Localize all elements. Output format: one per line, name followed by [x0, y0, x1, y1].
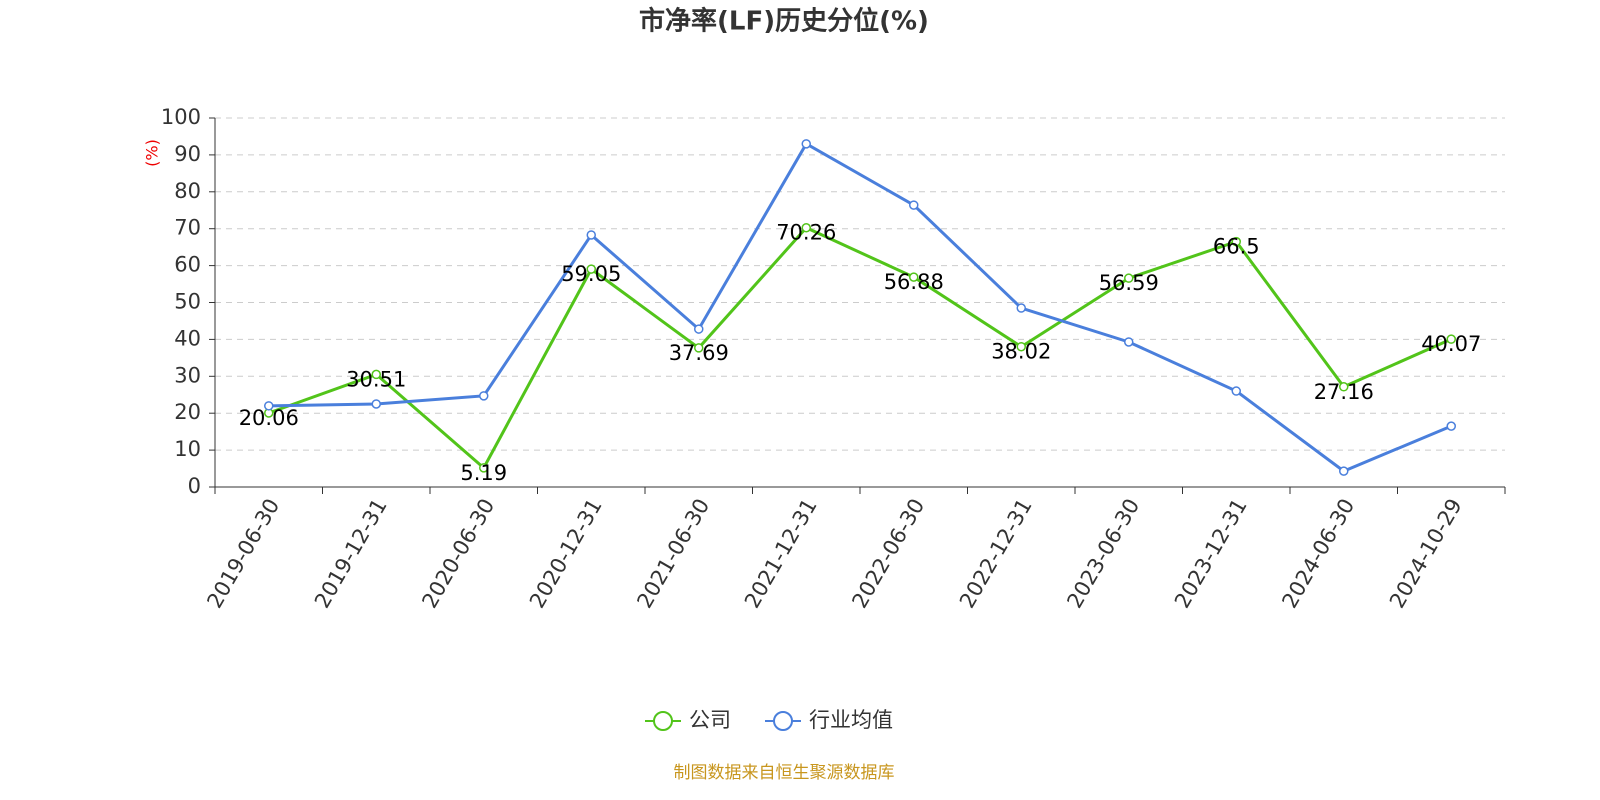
data-point [1016, 341, 1026, 352]
data-point [264, 401, 274, 411]
y-tick-label: 50 [174, 290, 201, 314]
data-label: 56.59 [1099, 271, 1159, 295]
y-tick-label: 20 [174, 400, 201, 424]
data-point [479, 463, 489, 473]
x-tick-label: 2023-06-30 [1062, 495, 1144, 613]
y-tick-label: 60 [174, 253, 201, 277]
data-label: 70.26 [776, 221, 836, 245]
data-point [1124, 337, 1134, 347]
data-point [586, 230, 596, 240]
x-tick-label: 2019-12-31 [310, 495, 392, 613]
data-point [1231, 236, 1241, 247]
data-label: 30.51 [346, 367, 406, 391]
y-tick-label: 40 [174, 326, 201, 350]
legend-label[interactable]: 行业均值 [809, 708, 893, 732]
data-point [371, 399, 381, 409]
y-tick-label: 70 [174, 216, 201, 240]
y-tick-label: 0 [188, 474, 201, 498]
legend-marker[interactable] [773, 711, 793, 731]
x-tick-label: 2024-06-30 [1277, 495, 1359, 613]
data-point [1339, 382, 1349, 392]
legend-marker[interactable] [653, 711, 673, 731]
data-label: 37.69 [669, 341, 729, 365]
data-label: 38.02 [991, 340, 1051, 364]
data-point [909, 200, 919, 210]
data-point [801, 139, 811, 149]
x-tick-label: 2020-12-31 [525, 495, 607, 613]
chart-title: 市净率(LF)历史分位(%) [639, 6, 929, 37]
data-point [909, 272, 919, 282]
data-point [694, 324, 704, 334]
data-label: 40.07 [1421, 332, 1481, 356]
x-tick-label: 2024-10-29 [1385, 495, 1467, 613]
x-tick-label: 2021-12-31 [740, 495, 822, 613]
data-point [694, 343, 704, 353]
x-tick-label: 2021-06-30 [632, 495, 714, 613]
y-axis-label: (%) [143, 139, 162, 167]
data-point [371, 369, 381, 380]
x-tick-label: 2022-12-31 [955, 495, 1037, 613]
data-point [1446, 421, 1456, 431]
x-tick-label: 2022-06-30 [847, 495, 929, 613]
y-tick-label: 10 [174, 437, 201, 461]
data-label: 59.05 [561, 262, 621, 286]
data-label: 27.16 [1314, 380, 1374, 404]
data-point [479, 391, 489, 401]
source-note: 制图数据来自恒生聚源数据库 [674, 763, 895, 783]
data-label: 5.19 [460, 461, 507, 485]
data-point [1124, 273, 1134, 283]
series-line [268, 225, 1452, 471]
x-tick-label: 2019-06-30 [202, 495, 284, 613]
data-point [801, 222, 811, 233]
data-point [1446, 334, 1456, 344]
data-point [1016, 303, 1026, 313]
y-tick-label: 100 [161, 105, 201, 129]
data-label: 66.5 [1213, 235, 1260, 259]
series-line [268, 141, 1452, 473]
legend-label[interactable]: 公司 [689, 708, 731, 732]
y-tick-label: 30 [174, 363, 201, 387]
x-tick-label: 2020-06-30 [417, 495, 499, 613]
data-point [1339, 466, 1349, 476]
data-label: 56.88 [884, 270, 944, 294]
x-tick-label: 2023-12-31 [1170, 495, 1252, 613]
data-point [586, 264, 596, 274]
y-tick-label: 80 [174, 179, 201, 203]
data-point [1231, 386, 1241, 396]
y-tick-label: 90 [174, 142, 201, 166]
